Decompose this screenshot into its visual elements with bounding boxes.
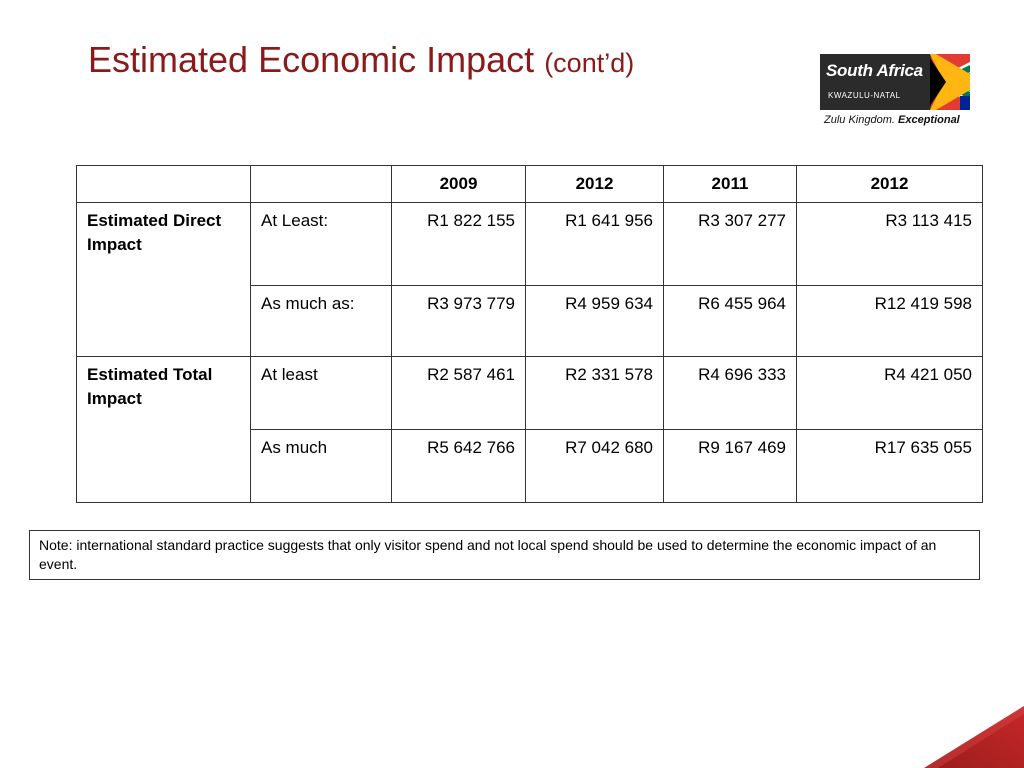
slide-title-main: Estimated Economic Impact (88, 39, 535, 80)
value-cell: R1 641 956 (525, 202, 664, 286)
slide-title: Estimated Economic Impact (cont’d) (88, 38, 634, 85)
value-cell: R6 455 964 (663, 285, 797, 357)
value-cell: R3 307 277 (663, 202, 797, 286)
logo-brand-text: South Africa (826, 61, 923, 80)
row-label: As much as: (250, 285, 392, 357)
row-label: As much (250, 429, 392, 503)
header-cell-2012-b: 2012 (796, 165, 983, 203)
logo-tagline-prefix: Zulu Kingdom. (824, 114, 895, 126)
logo-tagline: Zulu Kingdom. Exceptional (824, 114, 960, 126)
value-cell: R9 167 469 (663, 429, 797, 503)
table-header-row: 2009 2012 2011 2012 (76, 165, 983, 203)
logo-region-text: KWAZULU-NATAL (828, 91, 901, 100)
slide-title-suffix: (cont’d) (544, 48, 635, 78)
note-box: Note: international standard practice su… (29, 530, 980, 580)
value-cell: R4 959 634 (525, 285, 664, 357)
value-cell: R7 042 680 (525, 429, 664, 503)
table-row: Estimated Total Impact At least R2 587 4… (76, 356, 983, 503)
row-label: At least (250, 356, 392, 430)
value-cell: R4 421 050 (796, 356, 983, 430)
logo-badge: South Africa KWAZULU-NATAL (820, 54, 970, 110)
row-label: At Least: (250, 202, 392, 286)
header-cell-group (76, 165, 251, 203)
group-cell-direct-impact: Estimated Direct Impact (76, 202, 251, 357)
value-cell: R1 822 155 (391, 202, 526, 286)
header-cell-2011: 2011 (663, 165, 797, 203)
value-cell: R17 635 055 (796, 429, 983, 503)
value-cell: R3 973 779 (391, 285, 526, 357)
flag-stripes-icon (930, 54, 970, 110)
value-cell: R2 331 578 (525, 356, 664, 430)
corner-triangle-decoration (924, 706, 1024, 768)
group-cell-total-impact: Estimated Total Impact (76, 356, 251, 503)
value-cell: R3 113 415 (796, 202, 983, 286)
table-row: As much R5 642 766 R7 042 680 R9 167 469… (77, 429, 983, 503)
value-cell: R2 587 461 (391, 356, 526, 430)
value-cell: R5 642 766 (391, 429, 526, 503)
table-row: Estimated Direct Impact At Least: R1 822… (76, 202, 983, 357)
logo-tagline-emphasis: Exceptional (898, 114, 960, 126)
impact-table: 2009 2012 2011 2012 Estimated Direct Imp… (76, 165, 983, 503)
header-cell-2012-a: 2012 (525, 165, 664, 203)
south-africa-logo: South Africa KWAZULU-NATAL Zulu Kingdom.… (820, 54, 970, 130)
header-cell-label (250, 165, 392, 203)
value-cell: R12 419 598 (796, 285, 983, 357)
value-cell: R4 696 333 (663, 356, 797, 430)
header-cell-2009: 2009 (391, 165, 526, 203)
